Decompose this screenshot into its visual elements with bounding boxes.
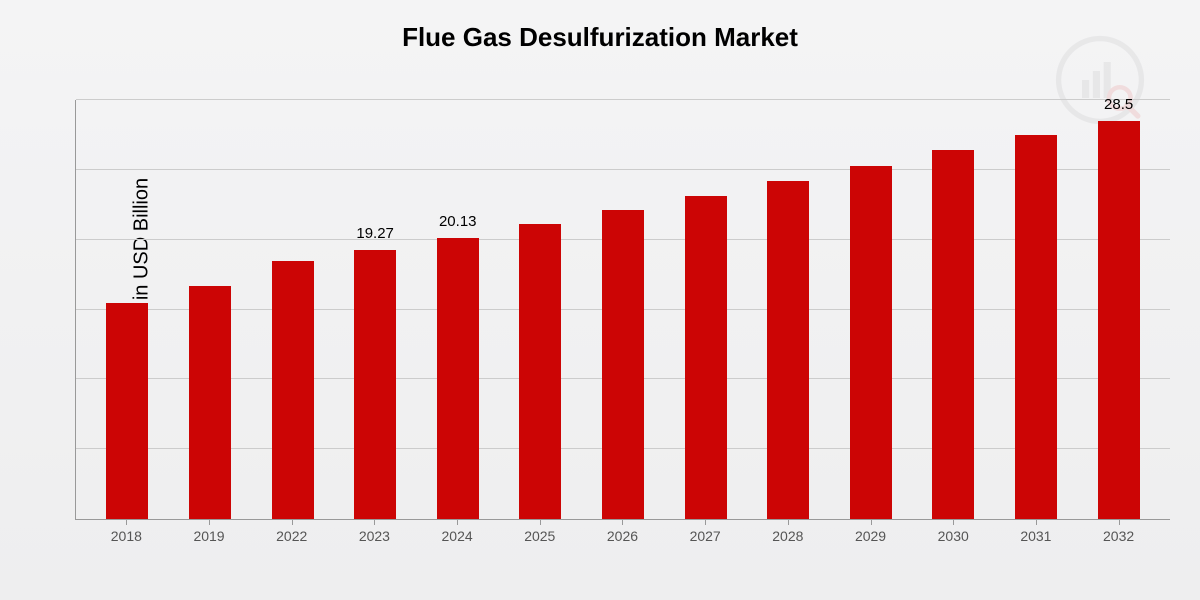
bar	[850, 166, 892, 519]
bar-slot	[747, 100, 830, 519]
x-axis-tick-label: 2023	[333, 520, 416, 550]
bar	[932, 150, 974, 519]
bar	[519, 224, 561, 519]
x-axis-tick-label: 2027	[664, 520, 747, 550]
bar	[272, 261, 314, 519]
x-axis-tick-label: 2030	[912, 520, 995, 550]
bar	[1015, 135, 1057, 519]
bar	[1098, 121, 1140, 519]
bar-slot: 28.5	[1077, 100, 1160, 519]
bar-slot: 20.13	[416, 100, 499, 519]
x-axis-tick-label: 2026	[581, 520, 664, 550]
x-axis-tick-label: 2032	[1077, 520, 1160, 550]
x-axis-tick-label: 2019	[168, 520, 251, 550]
bar-slot	[664, 100, 747, 519]
bar-slot	[169, 100, 252, 519]
bar	[189, 286, 231, 519]
chart-container: 19.2720.1328.5 2018201920222023202420252…	[75, 100, 1170, 550]
chart-title: Flue Gas Desulfurization Market	[0, 0, 1200, 53]
bar-slot: 19.27	[334, 100, 417, 519]
bar-value-label: 19.27	[334, 225, 417, 242]
bar-slot	[995, 100, 1078, 519]
bar-slot	[582, 100, 665, 519]
x-axis-tick-label: 2031	[995, 520, 1078, 550]
bar	[767, 181, 809, 519]
bar-value-label: 28.5	[1077, 96, 1160, 113]
bar	[602, 210, 644, 519]
x-axis-tick-label: 2028	[747, 520, 830, 550]
x-axis-tick-label: 2024	[416, 520, 499, 550]
bar-value-label: 20.13	[416, 213, 499, 230]
bar-slot	[499, 100, 582, 519]
bars-group: 19.2720.13 28.5	[76, 100, 1170, 519]
bar-slot	[251, 100, 334, 519]
x-axis-tick-label: 2022	[250, 520, 333, 550]
bar	[437, 238, 479, 519]
x-axis-labels: 2018201920222023202420252026202720282029…	[75, 520, 1170, 550]
x-axis-tick-label: 2029	[829, 520, 912, 550]
bar	[685, 196, 727, 519]
bar-slot	[912, 100, 995, 519]
bar	[354, 250, 396, 519]
plot-area: 19.2720.13 28.5	[75, 100, 1170, 520]
bar	[106, 303, 148, 519]
bar-slot	[86, 100, 169, 519]
x-axis-tick-label: 2025	[498, 520, 581, 550]
bar-slot	[829, 100, 912, 519]
x-axis-tick-label: 2018	[85, 520, 168, 550]
